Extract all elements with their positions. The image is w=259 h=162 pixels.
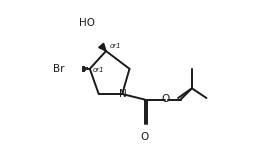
Text: HO: HO <box>78 18 95 29</box>
Text: or1: or1 <box>109 43 121 49</box>
Text: or1: or1 <box>92 67 104 74</box>
Text: N: N <box>119 89 127 99</box>
Polygon shape <box>99 43 106 51</box>
Text: O: O <box>161 94 169 104</box>
Text: O: O <box>141 132 149 142</box>
Text: Br: Br <box>53 64 65 74</box>
